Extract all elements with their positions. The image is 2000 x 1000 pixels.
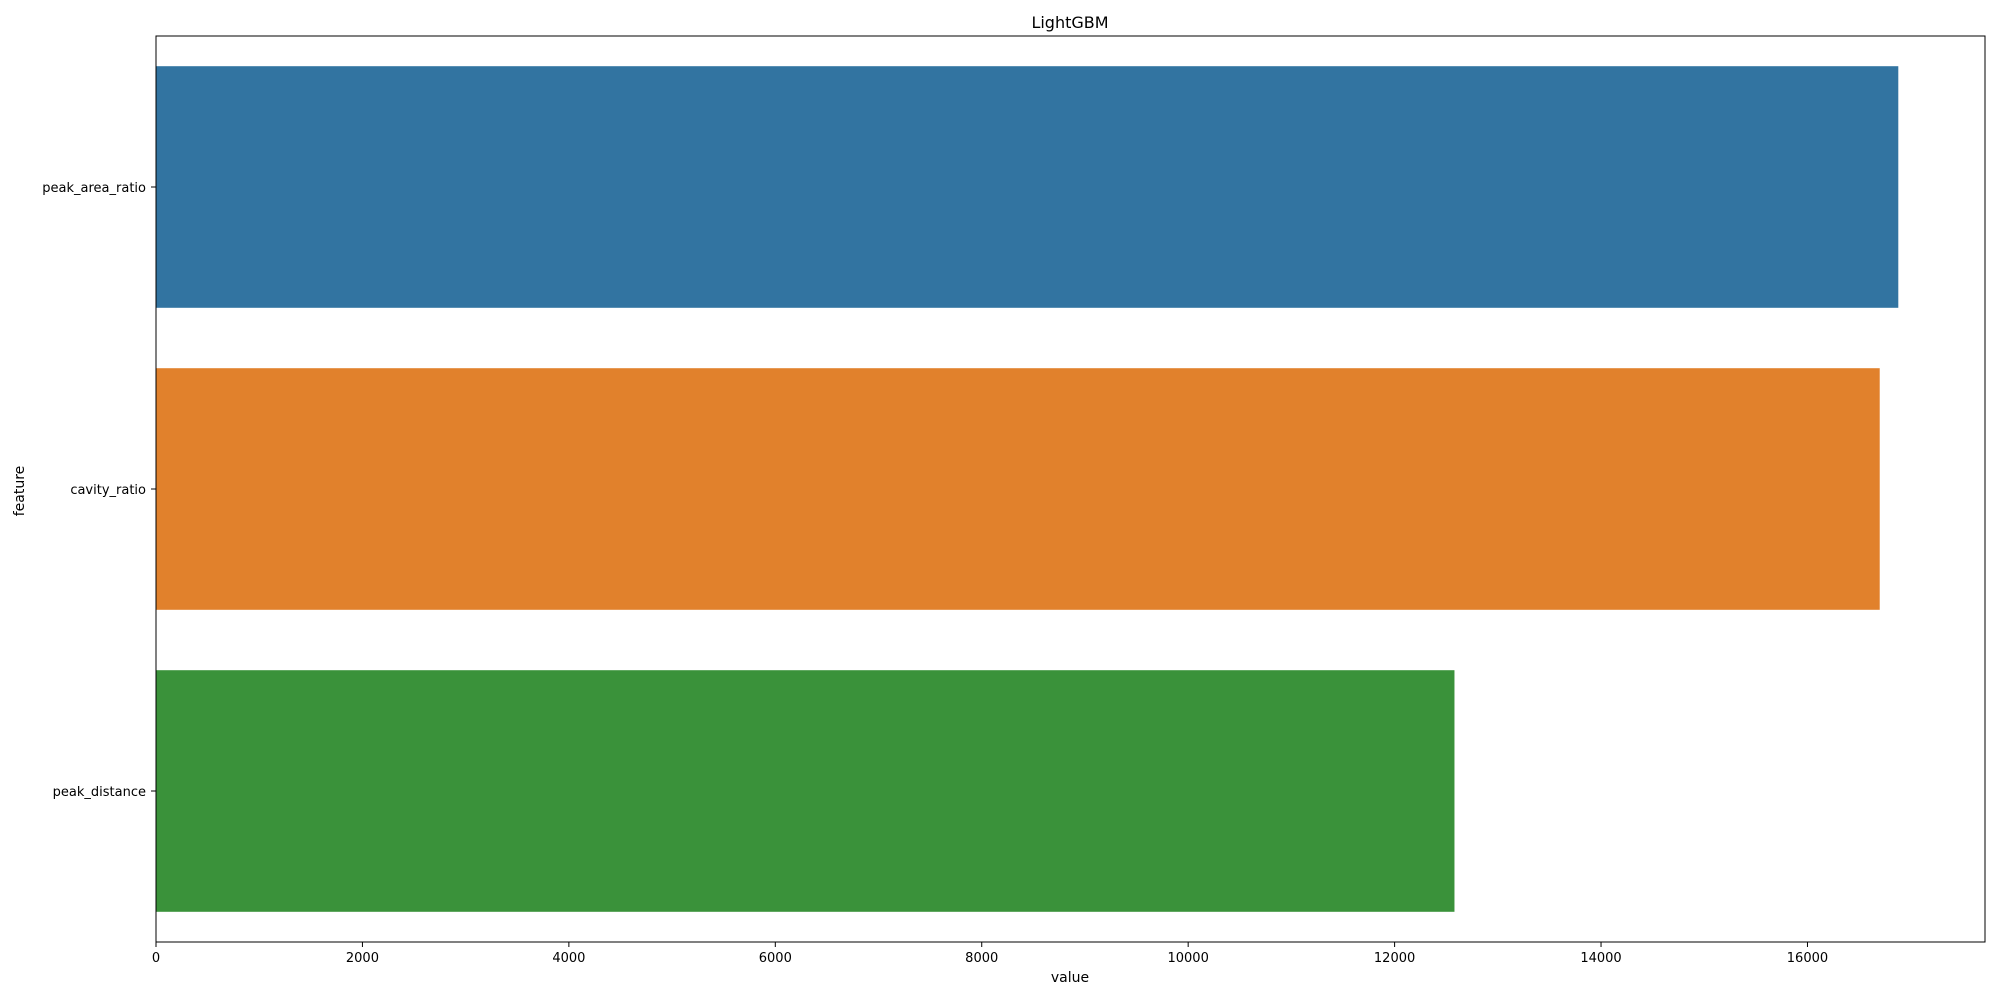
- x-tick-label: 4000: [552, 951, 585, 966]
- y-axis-label: feature: [12, 466, 28, 517]
- x-tick-label: 16000: [1787, 951, 1828, 966]
- y-tick-label: peak_distance: [53, 785, 146, 800]
- y-axis-ticks: peak_area_ratio cavity_ratio peak_distance: [42, 181, 156, 800]
- x-tick-label: 12000: [1374, 951, 1415, 966]
- bar-peak-area-ratio: [156, 66, 1899, 308]
- y-tick-label: cavity_ratio: [70, 483, 146, 498]
- bars-group: [156, 66, 1899, 912]
- x-tick-label: 8000: [965, 951, 998, 966]
- x-tick-label: 2000: [346, 951, 379, 966]
- x-tick-label: 10000: [1167, 951, 1208, 966]
- x-tick-label: 14000: [1580, 951, 1621, 966]
- bar-peak-distance: [156, 670, 1455, 912]
- x-axis-label: value: [1051, 970, 1089, 986]
- x-axis-ticks: 0 2000 4000 6000 8000 10000 12000 14000 16000: [152, 942, 1828, 966]
- bar-cavity-ratio: [156, 368, 1880, 610]
- x-tick-label: 0: [152, 951, 160, 966]
- chart-title: LightGBM: [1031, 13, 1108, 32]
- x-tick-label: 6000: [759, 951, 792, 966]
- y-tick-label: peak_area_ratio: [42, 181, 146, 196]
- axes-frame: [155, 35, 1986, 943]
